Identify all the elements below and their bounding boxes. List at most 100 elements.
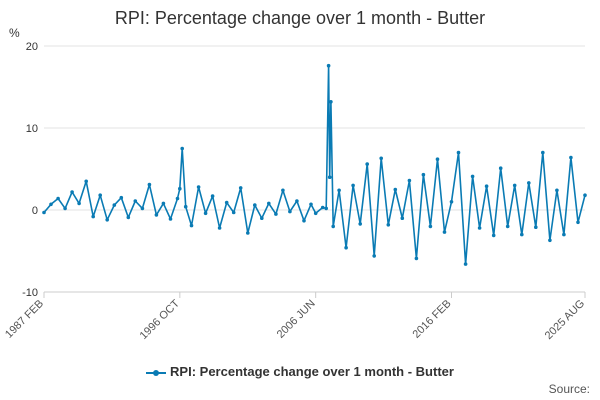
legend-label: RPI: Percentage change over 1 month - Bu… [170, 364, 454, 379]
data-point[interactable] [77, 201, 81, 206]
data-point[interactable] [231, 210, 236, 215]
data-point[interactable] [49, 202, 53, 207]
data-point[interactable] [527, 181, 531, 185]
data-point[interactable] [386, 223, 391, 227]
data-point[interactable] [400, 216, 405, 220]
data-point[interactable] [583, 193, 587, 197]
data-point[interactable] [491, 233, 496, 238]
data-point[interactable] [555, 188, 559, 193]
data-point[interactable] [365, 162, 370, 166]
data-point[interactable] [178, 186, 182, 191]
data-point[interactable] [183, 204, 188, 209]
data-point[interactable] [112, 203, 117, 207]
data-point[interactable] [442, 230, 447, 234]
data-point[interactable] [140, 206, 145, 211]
data-point[interactable] [313, 211, 318, 216]
data-point[interactable] [512, 183, 517, 188]
data-point[interactable] [393, 187, 398, 192]
data-point[interactable] [91, 214, 95, 219]
data-point[interactable] [288, 209, 292, 214]
data-point[interactable] [569, 155, 573, 160]
data-point[interactable] [147, 182, 152, 187]
legend: RPI: Percentage change over 1 month - Bu… [0, 364, 600, 379]
data-point[interactable] [309, 202, 313, 207]
data-point[interactable] [70, 190, 74, 194]
data-point[interactable] [42, 210, 46, 215]
y-tick-label: 0 [32, 205, 38, 217]
data-point[interactable] [379, 156, 384, 161]
data-point[interactable] [320, 205, 325, 210]
legend-swatch [146, 368, 167, 378]
data-point[interactable] [267, 201, 271, 206]
data-point[interactable] [253, 203, 257, 207]
data-point[interactable] [180, 146, 184, 151]
data-point[interactable] [421, 172, 426, 177]
x-tick-label: 1987 FEB [3, 298, 46, 341]
data-point[interactable] [246, 231, 250, 235]
data-point[interactable] [260, 216, 264, 220]
data-point[interactable] [534, 225, 538, 229]
data-point[interactable] [217, 226, 222, 230]
data-point[interactable] [295, 199, 299, 203]
data-point[interactable] [372, 254, 377, 258]
data-point[interactable] [548, 238, 552, 243]
source-label: Source: [548, 382, 590, 396]
data-point[interactable] [344, 245, 348, 250]
data-point[interactable] [105, 218, 109, 222]
data-point[interactable] [175, 196, 180, 201]
data-point[interactable] [414, 256, 419, 261]
y-unit-label: % [9, 26, 20, 40]
x-tick-label: 2025 AUG [543, 298, 587, 342]
y-tick-label: 10 [26, 123, 38, 135]
data-point[interactable] [449, 200, 454, 204]
data-point[interactable] [302, 218, 306, 223]
data-point[interactable] [463, 262, 468, 266]
series-line [43, 64, 586, 265]
x-tick-label: 1996 OCT [138, 297, 183, 342]
data-point[interactable] [196, 185, 201, 189]
data-point[interactable] [435, 157, 440, 161]
data-point[interactable] [224, 200, 229, 205]
data-point[interactable] [337, 188, 341, 193]
data-point[interactable] [203, 211, 208, 216]
data-point[interactable] [238, 186, 243, 190]
data-point[interactable] [133, 199, 138, 203]
data-point[interactable] [477, 226, 482, 230]
data-point[interactable] [281, 188, 285, 193]
y-tick-label: 20 [26, 41, 38, 53]
data-point[interactable] [168, 217, 173, 221]
data-point[interactable] [63, 206, 67, 211]
data-point[interactable] [98, 193, 102, 197]
data-point[interactable] [541, 150, 545, 155]
data-point[interactable] [56, 196, 60, 201]
data-point[interactable] [210, 194, 215, 198]
data-point[interactable] [562, 232, 566, 237]
data-point[interactable] [161, 201, 166, 206]
data-point[interactable] [470, 174, 475, 179]
chart-title: RPI: Percentage change over 1 month - Bu… [114, 8, 486, 28]
x-tick-label: 2006 JUN [275, 298, 318, 341]
x-tick-label: 2016 FEB [411, 298, 454, 341]
data-point[interactable] [189, 223, 194, 228]
data-point[interactable] [484, 184, 489, 188]
data-point[interactable] [358, 222, 363, 226]
data-point[interactable] [498, 166, 503, 170]
data-point[interactable] [351, 183, 355, 188]
data-point[interactable] [126, 215, 131, 220]
data-point[interactable] [119, 195, 124, 200]
data-point[interactable] [505, 224, 510, 229]
data-point[interactable] [326, 63, 331, 68]
data-point[interactable] [428, 224, 433, 229]
data-point[interactable] [520, 232, 524, 237]
data-point[interactable] [154, 213, 159, 217]
data-point[interactable] [407, 178, 412, 183]
data-point[interactable] [576, 220, 580, 225]
data-point[interactable] [331, 224, 336, 229]
data-point[interactable] [274, 212, 278, 216]
data-point[interactable] [327, 175, 332, 179]
data-point[interactable] [456, 150, 461, 155]
data-point[interactable] [324, 206, 329, 211]
data-point[interactable] [329, 100, 333, 104]
data-point[interactable] [84, 179, 88, 184]
